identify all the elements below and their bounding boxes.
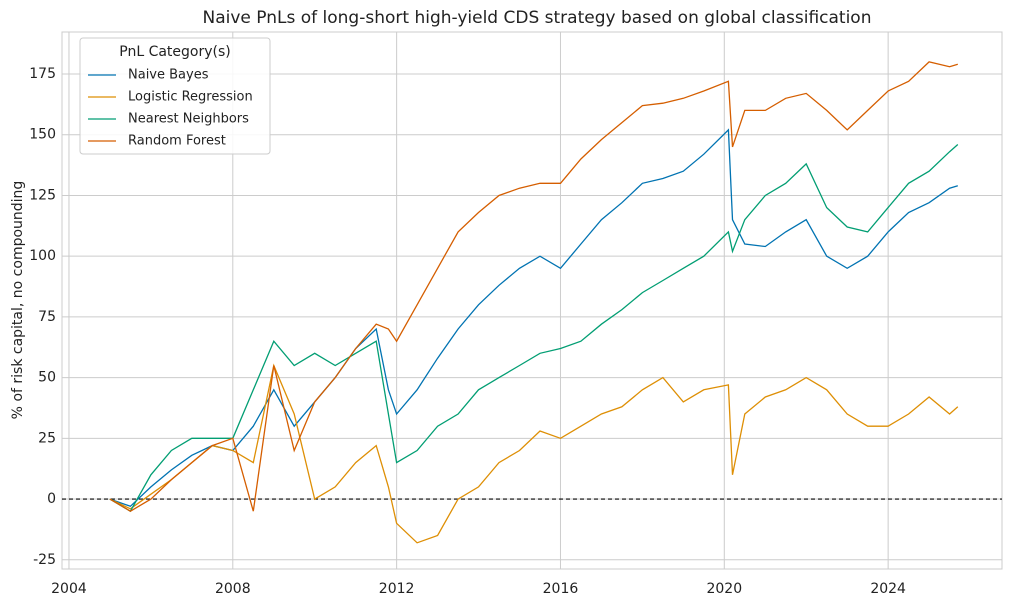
- chart-title: Naive PnLs of long-short high-yield CDS …: [203, 8, 872, 28]
- x-tick-label: 2016: [543, 581, 579, 597]
- legend-label: Logistic Regression: [128, 90, 253, 105]
- x-tick-label: 2024: [870, 581, 906, 597]
- series-line: [109, 61, 958, 512]
- legend-title: PnL Category(s): [119, 44, 231, 60]
- legend-box: [79, 37, 271, 155]
- y-tick-label: 0: [47, 491, 56, 507]
- legend-label: Random Forest: [128, 134, 226, 149]
- y-tick-label: 150: [29, 127, 56, 143]
- series-line: [109, 144, 959, 513]
- x-tick-label: 2012: [379, 581, 415, 597]
- x-tick-label: 2020: [706, 581, 742, 597]
- y-tick-label: 75: [38, 309, 56, 325]
- y-tick-label: 100: [29, 248, 56, 264]
- series-line: [109, 128, 958, 508]
- legend-label: Naive Bayes: [128, 68, 209, 83]
- y-tick-label: 125: [29, 187, 56, 203]
- y-tick-label: 175: [29, 66, 56, 82]
- y-tick-label: 50: [38, 370, 56, 386]
- legend-label: Nearest Neighbors: [128, 112, 249, 127]
- y-tick-label: 25: [38, 430, 56, 446]
- y-tick-label: -25: [33, 552, 56, 568]
- x-tick-label: 2004: [51, 581, 87, 597]
- plot-frame: [61, 31, 1003, 570]
- series-line: [109, 363, 959, 544]
- y-axis-label: % of risk capital, no compounding: [10, 181, 26, 420]
- x-tick-label: 2008: [215, 581, 251, 597]
